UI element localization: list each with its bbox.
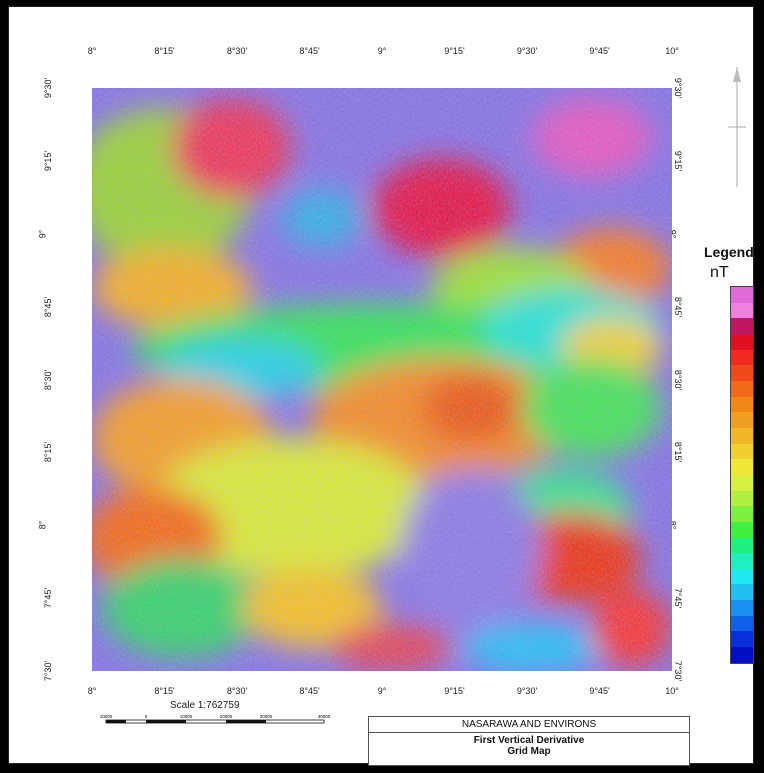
coordinate-tick-label: 7°30' — [673, 660, 684, 682]
legend-color-step — [731, 302, 753, 319]
legend-color-step — [731, 287, 753, 303]
legend-color-step — [731, 647, 753, 663]
coordinate-tick-label: 9°15' — [673, 150, 684, 172]
legend-color-step — [731, 553, 753, 569]
scale-bar-label: 30000 — [260, 714, 273, 719]
coordinate-tick-label: 8° — [87, 686, 97, 696]
first-vertical-derivative-grid-map — [92, 88, 672, 671]
coordinate-tick-label: 9°15' — [43, 150, 54, 172]
coordinate-tick-label: 8°15' — [154, 46, 175, 56]
legend-color-step — [731, 537, 753, 554]
legend-color-step — [731, 600, 753, 616]
legend-color-step — [731, 412, 753, 428]
scale-bar-label: 40000 — [318, 714, 331, 719]
legend-color-step — [731, 427, 753, 444]
coordinate-tick-label: 8°30' — [673, 369, 684, 390]
map-subtitle-2: Grid Map — [507, 746, 551, 757]
coordinate-tick-label: 7°45' — [43, 587, 54, 609]
coordinate-tick-label: 8° — [37, 520, 48, 530]
title-divider — [369, 732, 689, 733]
coordinate-tick-label: 10° — [665, 686, 679, 696]
scale-bar-label: 20000 — [220, 714, 233, 719]
coordinate-tick-label: 8°30' — [226, 46, 248, 56]
coordinate-tick-label: 9° — [377, 686, 387, 696]
legend-unit: nT — [710, 264, 729, 281]
coordinate-tick-label: 8°45' — [299, 46, 320, 56]
north-arrow-icon — [728, 67, 746, 187]
coordinate-tick-label: 8°45' — [299, 686, 320, 696]
legend-color-step — [731, 584, 753, 601]
coordinate-tick-label: 7°45' — [673, 587, 684, 609]
coordinate-tick-label: 9° — [377, 46, 387, 56]
legend-color-step — [731, 490, 753, 507]
legend-color-step — [731, 568, 753, 585]
legend-color-bar — [730, 286, 754, 664]
map-title: NASARAWA AND ENVIRONS — [461, 719, 597, 730]
legend-color-step — [731, 396, 753, 413]
scale-bar: 10000 0 10000 20000 30000 40000 — [100, 714, 331, 724]
legend-color-step — [731, 506, 753, 522]
legend-color-step — [731, 380, 753, 397]
coordinate-tick-label: 8°45' — [673, 296, 684, 317]
legend-color-step — [731, 443, 753, 460]
legend-color-step — [731, 365, 753, 381]
coordinate-tick-label: 9°30' — [43, 77, 54, 99]
legend-color-step — [731, 615, 753, 632]
coordinate-tick-label: 8°15' — [673, 442, 684, 463]
legend-color-step — [731, 631, 753, 648]
legend-color-step — [731, 521, 753, 538]
coordinate-tick-label: 8°30' — [43, 369, 54, 390]
coordinate-tick-label: 8°30' — [226, 686, 248, 696]
coordinate-tick-label: 8° — [87, 46, 97, 56]
legend-color-step — [731, 333, 753, 350]
legend-color-step — [731, 459, 753, 475]
coordinate-tick-label: 9°30' — [673, 77, 684, 99]
coordinate-tick-label: 8°15' — [154, 686, 175, 696]
legend-color-step — [731, 318, 753, 334]
coordinate-tick-label: 9°15' — [444, 686, 465, 696]
coordinate-tick-label: 8°45' — [43, 296, 54, 317]
coordinate-tick-label: 9°30' — [516, 686, 538, 696]
coordinate-tick-label: 7°30' — [43, 660, 54, 682]
scale-bar-label: 10000 — [100, 714, 113, 719]
legend-title: Legend — [704, 244, 754, 260]
legend-color-step — [731, 474, 753, 491]
coordinate-tick-label: 9°45' — [589, 46, 610, 56]
coordinate-tick-label: 9° — [37, 229, 48, 239]
scale-bar-label: 10000 — [180, 714, 193, 719]
scale-bar-label: 0 — [145, 714, 148, 719]
coordinate-tick-label: 10° — [665, 46, 679, 56]
legend-color-step — [731, 349, 753, 366]
coordinate-tick-label: 8°15' — [43, 442, 54, 463]
scale-label: Scale 1:762759 — [170, 700, 240, 711]
coordinate-tick-label: 9°45' — [589, 686, 610, 696]
map-title-box: NASARAWA AND ENVIRONS First Vertical Der… — [368, 716, 690, 766]
coordinate-tick-label: 9°15' — [444, 46, 465, 56]
coordinate-tick-label: 9°30' — [516, 46, 538, 56]
map-subtitle: First Vertical Derivative — [473, 735, 585, 746]
